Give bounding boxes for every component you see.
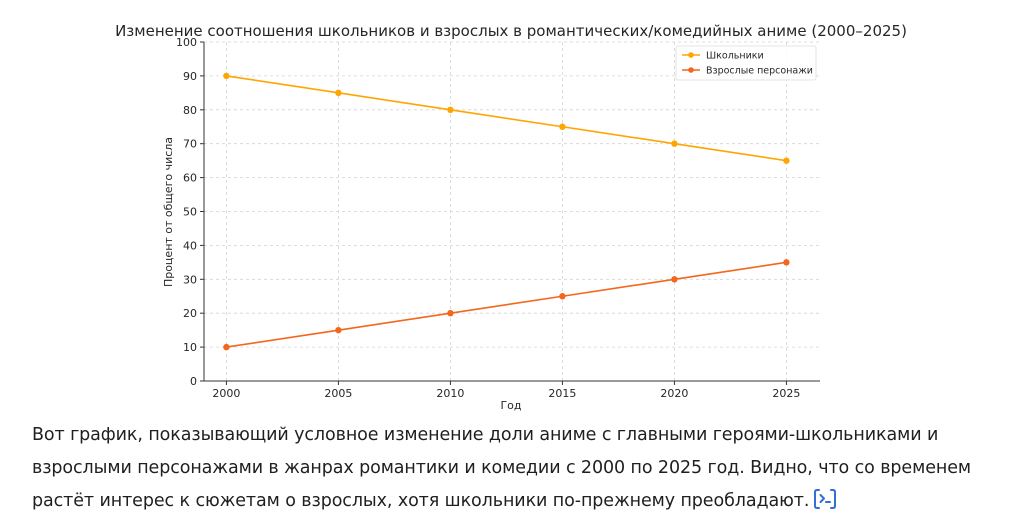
y-tick-label: 10 (183, 341, 197, 354)
y-tick-label: 90 (183, 70, 197, 83)
data-point (223, 343, 230, 351)
data-point (447, 310, 454, 317)
data-point (335, 326, 342, 334)
message-paragraph: Вот график, показывающий условное измене… (32, 419, 1012, 518)
data-point (335, 89, 342, 97)
axes: 0 10 20 30 40 50 60 70 80 90 100 2000 2005 2010 2015 20… (176, 36, 820, 400)
y-tick-label: 80 (183, 104, 197, 117)
code-analysis-button[interactable] (813, 488, 837, 510)
line-chart: Изменение соотношения школьников и взрос… (115, 22, 907, 412)
x-tick-label: 2010 (436, 387, 464, 400)
y-tick-label: 50 (183, 206, 197, 219)
data-point (671, 140, 678, 147)
y-tick-label: 30 (183, 273, 197, 286)
data-point (559, 123, 566, 130)
x-axis-label: Год (500, 399, 521, 412)
legend-swatch-marker (688, 67, 694, 73)
grid (204, 41, 820, 382)
x-tick-label: 2000 (212, 387, 240, 400)
legend: Школьники Взрослые персонажи (675, 45, 817, 81)
x-tick-label: 2020 (660, 387, 688, 400)
data-point (783, 259, 790, 266)
data-point (671, 276, 678, 283)
chart-container: Изменение соотношения школьников и взрос… (115, 22, 907, 412)
y-tick-label: 20 (183, 307, 197, 320)
y-tick-label: 100 (176, 36, 197, 49)
x-tick-label: 2025 (772, 387, 800, 400)
chart-title: Изменение соотношения школьников и взрос… (115, 22, 907, 40)
y-axis-label: Процент от общего числа (162, 137, 175, 287)
y-tick-label: 40 (183, 239, 197, 252)
message-text: Вот график, показывающий условное измене… (32, 425, 971, 511)
legend-swatch-marker (688, 52, 694, 58)
y-tick-label: 60 (183, 172, 197, 185)
x-tick-label: 2005 (324, 387, 352, 400)
legend-entry-label: Школьники (706, 51, 764, 62)
legend-box (675, 45, 817, 81)
series (223, 72, 790, 351)
legend-entry-label: Взрослые персонажи (706, 66, 813, 77)
code-analysis-icon (814, 489, 837, 509)
series-line-1 (226, 75, 787, 162)
assistant-message: Вот график, показывающий условное измене… (32, 419, 1012, 518)
y-tick-label: 70 (183, 138, 197, 151)
series-line-2 (226, 261, 787, 348)
data-point (223, 72, 230, 80)
x-tick-label: 2015 (548, 387, 576, 400)
y-tick-label: 0 (190, 375, 197, 388)
data-point (783, 157, 790, 164)
data-point (447, 106, 454, 114)
data-point (559, 293, 566, 300)
